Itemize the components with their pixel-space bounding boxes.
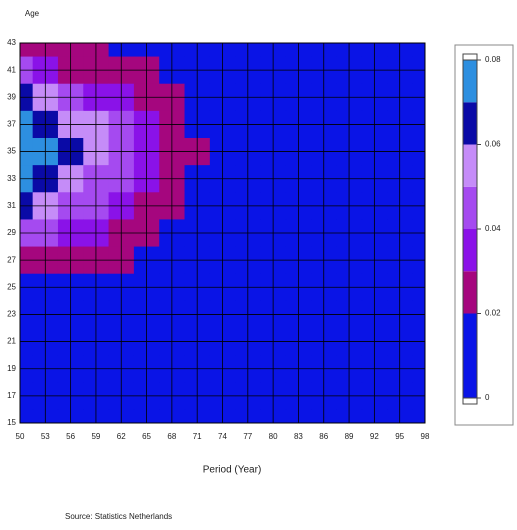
x-tick-label: 56 [66, 432, 75, 441]
x-tick-label: 92 [370, 432, 379, 441]
colorbar-tick-label: 0.04 [485, 224, 501, 233]
y-tick-label: 25 [7, 282, 16, 291]
colorbar-band [463, 313, 477, 398]
colorbar-band [463, 60, 477, 103]
y-tick-label: 31 [7, 201, 16, 210]
y-axis-title: Age [25, 9, 40, 18]
colorbar-band [463, 186, 477, 229]
colorbar-band [463, 144, 477, 187]
x-tick-label: 68 [167, 432, 176, 441]
y-tick-label: 39 [7, 92, 16, 101]
contour-cell [20, 43, 34, 58]
y-tick-label: 21 [7, 337, 16, 346]
x-tick-label: 65 [142, 432, 151, 441]
contour-cell [412, 43, 426, 58]
x-axis-title: Period (Year) [203, 465, 262, 476]
x-tick-label: 50 [16, 432, 25, 441]
colorbar-tick-label: 0.06 [485, 140, 501, 149]
y-tick-label: 19 [7, 364, 16, 373]
colorbar-band [463, 229, 477, 272]
contour-cell [412, 409, 426, 424]
contour-cell [20, 409, 34, 424]
y-tick-label: 23 [7, 310, 16, 319]
x-tick-label: 80 [269, 432, 278, 441]
x-tick-label: 83 [294, 432, 303, 441]
y-tick-label: 17 [7, 391, 16, 400]
y-tick-label: 27 [7, 255, 16, 264]
colorbar-cap [462, 53, 478, 61]
x-tick-label: 74 [218, 432, 227, 441]
colorbar-band [463, 102, 477, 145]
x-tick-label: 53 [41, 432, 50, 441]
x-tick-label: 71 [193, 432, 202, 441]
y-tick-label: 43 [7, 38, 16, 47]
y-tick-label: 29 [7, 228, 16, 237]
plot-frame [19, 42, 426, 424]
colorbar-tick-label: 0 [485, 393, 490, 402]
y-tick-label: 35 [7, 147, 16, 156]
x-tick-label: 62 [117, 432, 126, 441]
x-tick-label: 59 [91, 432, 100, 441]
x-tick-label: 86 [319, 432, 328, 441]
colorbar-tick-label: 0.08 [485, 55, 501, 64]
y-tick-label: 41 [7, 65, 16, 74]
x-tick-label: 95 [395, 432, 404, 441]
colorbar-tick-label: 0.02 [485, 309, 501, 318]
source-note: Source: Statistics Netherlands [65, 512, 172, 521]
x-tick-label: 98 [421, 432, 430, 441]
y-tick-label: 37 [7, 120, 16, 129]
x-tick-label: 89 [345, 432, 354, 441]
y-tick-label: 15 [7, 418, 16, 427]
x-tick-label: 77 [243, 432, 252, 441]
y-tick-label: 33 [7, 174, 16, 183]
colorbar-band [463, 271, 477, 314]
colorbar-cap [462, 397, 478, 405]
